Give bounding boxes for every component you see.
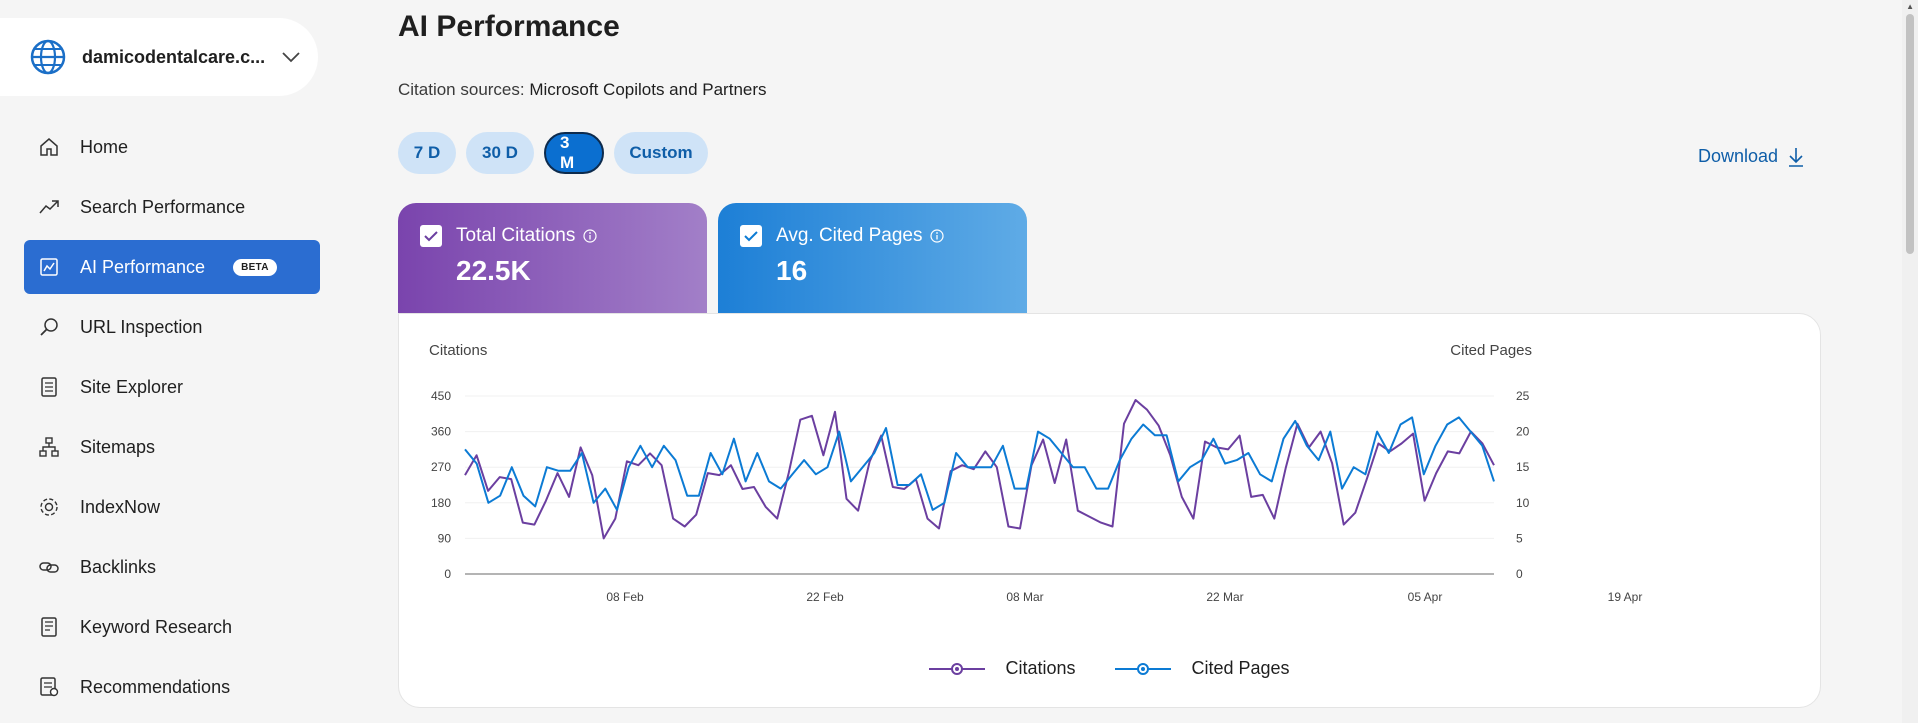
avg-cited-pages-label: Avg. Cited Pages bbox=[776, 225, 923, 246]
sidebar-item-recommendations[interactable]: Recommendations bbox=[24, 660, 320, 714]
range-custom-button[interactable]: Custom bbox=[614, 132, 708, 174]
sidebar-item-label: Backlinks bbox=[80, 556, 157, 577]
x-tick-label: 08 Feb bbox=[606, 590, 644, 604]
left-axis-title: Citations bbox=[429, 342, 487, 359]
document-list-icon bbox=[41, 377, 57, 397]
performance-chart-card: Citations Cited Pages 450 25 360 20 270 15 180 10… bbox=[398, 313, 1821, 708]
trend-icon bbox=[39, 200, 59, 214]
range-3m-button[interactable]: 3 M bbox=[544, 132, 604, 174]
beta-badge: BETA bbox=[233, 258, 277, 276]
gear-icon bbox=[40, 498, 58, 516]
legend-label: Cited Pages bbox=[1191, 658, 1290, 678]
range-7d-button[interactable]: 7 D bbox=[398, 132, 456, 174]
total-citations-card[interactable]: Total Citations 22.5K bbox=[398, 203, 707, 313]
sidebar-item-label: Keyword Research bbox=[80, 616, 233, 637]
site-name: damicodentalcare.c... bbox=[82, 46, 266, 67]
sidebar-item-ai-performance[interactable]: AI Performance BETA bbox=[24, 240, 320, 294]
sidebar-item-label: URL Inspection bbox=[80, 316, 203, 337]
info-icon[interactable] bbox=[930, 229, 945, 243]
avg-cited-pages-card[interactable]: Avg. Cited Pages 16 bbox=[718, 203, 1027, 313]
left-tick-label: 360 bbox=[431, 425, 451, 439]
download-icon bbox=[1789, 147, 1804, 167]
chevron-down-icon[interactable] bbox=[280, 46, 302, 68]
right-tick-label: 15 bbox=[1516, 460, 1530, 474]
checkmark-icon bbox=[744, 231, 758, 242]
scroll-up-arrow-icon[interactable]: ▲ bbox=[1906, 2, 1914, 11]
sidebar-item-backlinks[interactable]: Backlinks bbox=[24, 540, 320, 594]
legend-item-citations[interactable]: Citations bbox=[929, 658, 1075, 679]
left-tick-label: 450 bbox=[431, 389, 451, 403]
legend-line-marker-icon bbox=[929, 662, 986, 675]
sidebar-item-label: IndexNow bbox=[80, 496, 161, 517]
page-scrollbar[interactable]: ▲ bbox=[1902, 0, 1918, 723]
right-tick-label: 5 bbox=[1516, 531, 1523, 545]
right-tick-label: 10 bbox=[1516, 496, 1530, 510]
right-axis-title: Cited Pages bbox=[1450, 342, 1532, 359]
citation-sources: Citation sources: Microsoft Copilots and… bbox=[398, 80, 767, 100]
document-icon bbox=[41, 617, 57, 637]
x-tick-label: 22 Mar bbox=[1206, 590, 1243, 604]
legend-item-cited-pages[interactable]: Cited Pages bbox=[1115, 658, 1290, 679]
citation-sources-value: Microsoft Copilots and Partners bbox=[529, 80, 767, 99]
right-tick-label: 0 bbox=[1516, 567, 1523, 581]
ai-chart-icon bbox=[40, 258, 58, 276]
x-tick-label: 19 Apr bbox=[1608, 590, 1643, 604]
sidebar-item-keyword-research[interactable]: Keyword Research bbox=[24, 600, 320, 654]
total-citations-value: 22.5K bbox=[456, 255, 531, 286]
left-tick-label: 180 bbox=[431, 496, 451, 510]
citation-sources-label: Citation sources: bbox=[398, 80, 525, 99]
x-tick-label: 05 Apr bbox=[1408, 590, 1443, 604]
sidebar-item-site-explorer[interactable]: Site Explorer bbox=[24, 360, 320, 414]
sidebar-item-search-performance[interactable]: Search Performance bbox=[24, 180, 320, 234]
home-icon bbox=[40, 138, 58, 156]
left-tick-label: 270 bbox=[431, 460, 451, 474]
cited-pages-series-line bbox=[464, 416, 1495, 511]
right-tick-label: 25 bbox=[1516, 389, 1530, 403]
total-citations-label: Total Citations bbox=[456, 225, 576, 246]
link-icon bbox=[39, 562, 59, 573]
scrollbar-thumb[interactable] bbox=[1906, 14, 1914, 254]
avg-cited-pages-value: 16 bbox=[776, 255, 808, 286]
sitemap-icon bbox=[39, 437, 59, 457]
globe-icon bbox=[30, 39, 66, 75]
download-label: Download bbox=[1698, 146, 1779, 166]
checkmark-icon bbox=[424, 231, 438, 242]
legend-label: Citations bbox=[1005, 658, 1076, 678]
sidebar-item-label: Search Performance bbox=[80, 196, 246, 217]
sidebar-nav: Home Search Performance AI Performance B… bbox=[24, 120, 320, 720]
sidebar-item-label: AI Performance bbox=[80, 256, 206, 277]
performance-chart[interactable]: Citations Cited Pages 450 25 360 20 270 15 180 10… bbox=[399, 314, 1822, 654]
info-icon[interactable] bbox=[583, 229, 597, 243]
checklist-icon bbox=[40, 677, 59, 697]
left-tick-label: 90 bbox=[438, 531, 452, 545]
cited-pages-checkbox[interactable] bbox=[740, 225, 762, 247]
sidebar-item-sitemaps[interactable]: Sitemaps bbox=[24, 420, 320, 474]
sidebar-item-label: Home bbox=[80, 136, 129, 157]
magnifier-icon bbox=[40, 318, 58, 336]
citations-series-line bbox=[464, 399, 1495, 540]
range-30d-button[interactable]: 30 D bbox=[466, 132, 534, 174]
sidebar-item-indexnow[interactable]: IndexNow bbox=[24, 480, 320, 534]
sidebar-item-label: Sitemaps bbox=[80, 436, 156, 457]
site-picker[interactable]: damicodentalcare.c... bbox=[0, 18, 318, 96]
download-button[interactable]: Download bbox=[1698, 146, 1804, 167]
sidebar: damicodentalcare.c... Home Search Perfor… bbox=[0, 0, 340, 723]
left-tick-label: 0 bbox=[444, 567, 451, 581]
sidebar-item-label: Site Explorer bbox=[80, 376, 184, 397]
legend-line-marker-icon bbox=[1115, 662, 1172, 675]
citations-checkbox[interactable] bbox=[420, 225, 442, 247]
page-title: AI Performance bbox=[398, 10, 620, 43]
x-tick-label: 22 Feb bbox=[806, 590, 844, 604]
x-tick-label: 08 Mar bbox=[1006, 590, 1043, 604]
date-range-selector: 7 D 30 D 3 M Custom bbox=[398, 132, 708, 174]
sidebar-item-url-inspection[interactable]: URL Inspection bbox=[24, 300, 320, 354]
right-tick-label: 20 bbox=[1516, 425, 1530, 439]
sidebar-item-label: Recommendations bbox=[80, 676, 231, 697]
chart-legend: Citations Cited Pages bbox=[399, 658, 1820, 679]
sidebar-item-home[interactable]: Home bbox=[24, 120, 320, 174]
